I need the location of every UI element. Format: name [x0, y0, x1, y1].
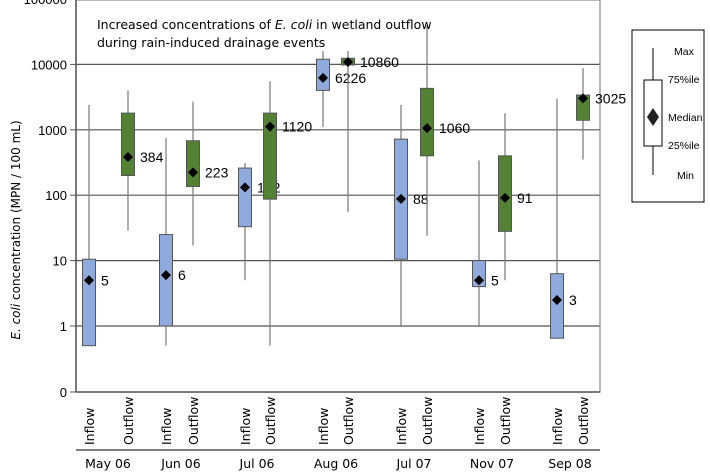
group-label: Sep 08	[548, 456, 591, 471]
category-label: Inflow	[238, 408, 253, 445]
median-marker	[318, 72, 328, 83]
box-sep-08-outflow: 3025	[576, 68, 626, 160]
median-label: 223	[205, 164, 229, 180]
iqr-box	[186, 140, 200, 187]
median-marker	[84, 275, 94, 286]
median-label: 5	[491, 272, 499, 288]
median-marker	[188, 167, 198, 178]
median-marker	[240, 182, 250, 193]
group-label: Jul 06	[239, 456, 275, 471]
category-label: Outflow	[121, 397, 136, 445]
box-sep-08-inflow: 3	[550, 98, 577, 339]
category-label: Inflow	[394, 408, 409, 445]
group-label: May 06	[85, 456, 131, 471]
legend-75: 75%ile	[668, 74, 700, 86]
iqr-box	[263, 112, 277, 200]
y-axis-label: E. coli concentration (MPN / 100 mL)	[9, 120, 23, 339]
category-label: Outflow	[420, 397, 435, 445]
y-tick-label: 1000	[38, 123, 67, 138]
median-marker	[265, 121, 275, 132]
y-axis-ticks: 0 1 10 100 1000 10000 100000	[24, 0, 76, 400]
median-label: 5	[101, 272, 109, 288]
median-label: 10860	[360, 54, 399, 70]
median-label: 3025	[595, 90, 626, 106]
boxes: 53846223132112062261086088106059133025	[82, 25, 626, 347]
box-aug-06-inflow: 6226	[316, 51, 366, 128]
y-tick-label: 10000	[31, 57, 67, 72]
y-tick-label: 100	[45, 188, 67, 203]
category-label: Outflow	[498, 397, 513, 445]
legend-median-marker	[647, 108, 659, 126]
iqr-box	[238, 167, 252, 228]
group-label: Jun 06	[160, 456, 200, 471]
median-label: 1060	[439, 120, 470, 136]
median-marker	[123, 151, 133, 162]
iqr-box	[121, 112, 135, 177]
annotation-line-1: Increased concentrations of E. coli in w…	[97, 17, 432, 32]
category-label: Inflow	[159, 408, 174, 445]
box-jul-07-outflow: 1060	[420, 25, 470, 236]
median-marker	[161, 270, 171, 281]
box-nov-07-outflow: 91	[498, 113, 533, 281]
category-labels: Inflow Outflow Inflow Outflow Inflow Outflow I…	[82, 397, 591, 445]
y-tick-label: 100000	[24, 0, 67, 7]
y-tick-label: 10	[53, 254, 67, 269]
legend-max: Max	[674, 46, 695, 58]
median-marker	[343, 57, 353, 68]
box-aug-06-outflow: 10860	[341, 51, 399, 213]
box-jun-06-inflow: 6	[159, 137, 186, 346]
median-label: 3	[569, 292, 577, 308]
box-jul-06-outflow: 1120	[263, 81, 312, 346]
median-label: 384	[140, 149, 164, 165]
box-may-06-outflow: 384	[121, 90, 164, 231]
median-marker	[474, 275, 484, 286]
median-marker	[422, 123, 432, 134]
median-label: 1120	[282, 119, 312, 135]
iqr-box	[159, 234, 173, 327]
median-label: 6	[178, 267, 186, 283]
median-marker	[500, 192, 510, 203]
group-label: Nov 07	[470, 456, 514, 471]
annotation-line-2: during rain-induced drainage events	[97, 35, 325, 50]
median-marker	[578, 93, 588, 104]
category-label: Inflow	[316, 408, 331, 445]
category-label: Outflow	[341, 397, 356, 445]
category-label: Outflow	[263, 397, 278, 445]
category-label: Inflow	[472, 408, 487, 445]
median-label: 88	[413, 191, 429, 207]
category-label: Inflow	[82, 408, 97, 445]
group-label: Jul 07	[396, 456, 432, 471]
legend: Max 75%ile Median 25%ile Min	[631, 29, 705, 203]
legend-25: 25%ile	[668, 140, 700, 152]
box-jul-07-inflow: 88	[394, 104, 429, 326]
box-may-06-inflow: 5	[82, 104, 109, 347]
category-label: Outflow	[576, 397, 591, 445]
legend-min: Min	[677, 170, 694, 182]
box-nov-07-inflow: 5	[472, 160, 499, 326]
iqr-box	[82, 258, 96, 347]
median-label: 6226	[335, 70, 366, 86]
legend-median: Median	[668, 112, 703, 124]
category-label: Inflow	[550, 408, 565, 445]
iqr-box	[420, 87, 434, 157]
box-jun-06-outflow: 223	[186, 101, 229, 246]
y-tick-label: 1	[60, 319, 67, 334]
iqr-box	[550, 273, 564, 339]
category-label: Outflow	[186, 397, 201, 445]
group-labels: May 06 Jun 06 Jul 06 Aug 06 Jul 07 Nov 07 Sep …	[85, 456, 592, 471]
median-marker	[396, 193, 406, 204]
median-label: 91	[517, 190, 533, 206]
y-tick-label: 0	[60, 385, 67, 400]
median-marker	[552, 294, 562, 305]
group-label: Aug 06	[314, 456, 358, 471]
